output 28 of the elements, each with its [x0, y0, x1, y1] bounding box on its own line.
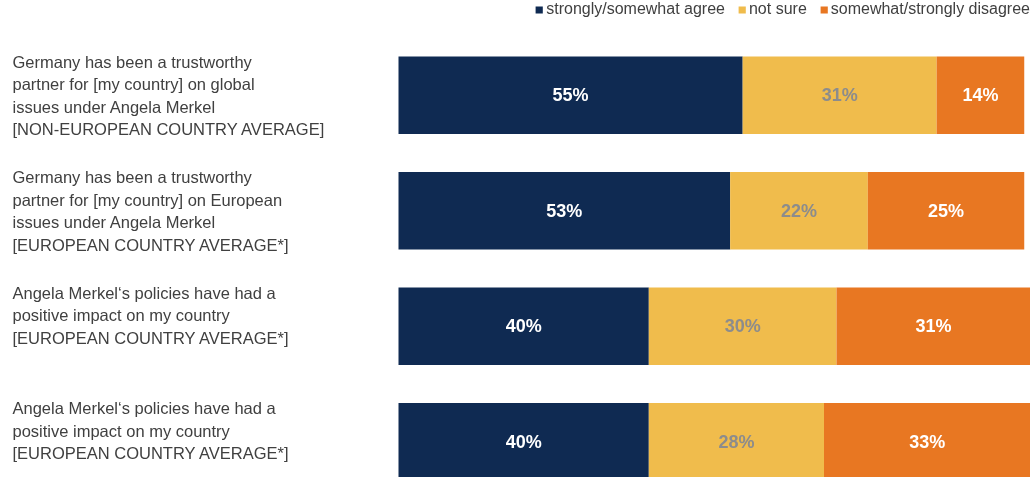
bar: [398, 56, 743, 134]
bar: [398, 172, 731, 250]
y-tick-label: Angela Merkel‘s policies have had a positive impact on my country [EUROPEAN COUNTRY AVERAGE*]: [12, 283, 289, 347]
bar: [836, 287, 1030, 365]
data-label: 14%: [962, 85, 999, 106]
y-tick-label: Angela Merkel‘s policies have had a positive impact on my country [EUROPEAN COUNTRY AVERAGE*]: [12, 399, 289, 462]
bar: [730, 172, 868, 250]
bar: [398, 287, 649, 365]
y-tick-label: Germany has been a trustworthy partner for [my country] on global issues under Angela Merkel [NON-EUROPEAN COUNTRY AVERAGE]: [12, 52, 325, 139]
data-label: 55%: [552, 85, 589, 106]
data-label: 30%: [724, 316, 761, 337]
bar: [867, 172, 1025, 250]
data-label: 40%: [505, 316, 542, 337]
bar: [648, 287, 837, 365]
data-label: 33%: [909, 431, 946, 452]
data-label: 53%: [546, 200, 583, 221]
data-label: 22%: [780, 200, 817, 221]
y-tick-label: Germany has been a trustworthy partner for [my country] on European issues under Angela Merkel [EUROPEAN COUNTRY AVERAGE*]: [12, 168, 289, 254]
data-label: 25%: [928, 200, 965, 221]
legend-label: strongly/somewhat agree: [546, 0, 725, 18]
legend-label: somewhat/strongly disagree: [830, 0, 1030, 18]
data-label: 31%: [821, 85, 858, 106]
bar: [936, 56, 1025, 134]
bar: [742, 56, 937, 134]
legend-label: not sure: [748, 0, 807, 18]
data-label: 40%: [505, 431, 542, 452]
data-label: 31%: [915, 316, 952, 337]
data-label: 28%: [718, 431, 755, 452]
